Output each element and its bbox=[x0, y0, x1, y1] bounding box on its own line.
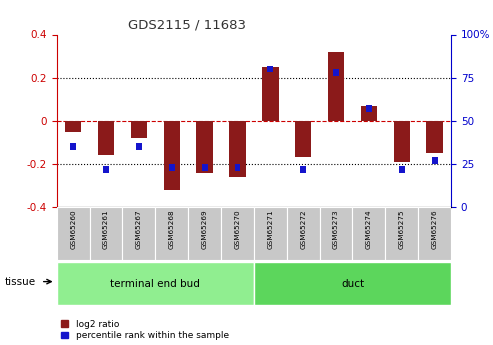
Bar bbox=[262, 67, 279, 121]
FancyBboxPatch shape bbox=[188, 207, 221, 260]
Bar bbox=[65, 121, 81, 131]
Bar bbox=[426, 121, 443, 153]
Bar bbox=[361, 106, 377, 121]
FancyBboxPatch shape bbox=[155, 207, 188, 260]
Bar bbox=[103, 166, 109, 172]
FancyBboxPatch shape bbox=[57, 262, 254, 305]
FancyBboxPatch shape bbox=[386, 207, 418, 260]
Bar bbox=[196, 121, 213, 172]
Text: GSM65268: GSM65268 bbox=[169, 210, 175, 249]
Text: GSM65261: GSM65261 bbox=[103, 210, 109, 249]
Text: duct: duct bbox=[341, 279, 364, 289]
Bar bbox=[333, 69, 339, 76]
Text: GSM65275: GSM65275 bbox=[399, 210, 405, 249]
Bar bbox=[235, 164, 241, 171]
Text: GSM65271: GSM65271 bbox=[267, 210, 273, 249]
Bar bbox=[98, 121, 114, 155]
Text: GDS2115 / 11683: GDS2115 / 11683 bbox=[128, 19, 246, 32]
Text: GSM65260: GSM65260 bbox=[70, 210, 76, 249]
Bar bbox=[164, 121, 180, 190]
Bar bbox=[70, 143, 76, 150]
Text: GSM65270: GSM65270 bbox=[235, 210, 241, 249]
Bar bbox=[300, 166, 306, 172]
Bar bbox=[229, 121, 246, 177]
Text: terminal end bud: terminal end bud bbox=[110, 279, 200, 289]
FancyBboxPatch shape bbox=[254, 262, 451, 305]
Text: GSM65274: GSM65274 bbox=[366, 210, 372, 249]
FancyBboxPatch shape bbox=[287, 207, 319, 260]
Bar bbox=[169, 164, 175, 171]
Text: GSM65276: GSM65276 bbox=[432, 210, 438, 249]
Text: tissue: tissue bbox=[4, 277, 35, 287]
FancyBboxPatch shape bbox=[418, 207, 451, 260]
FancyBboxPatch shape bbox=[254, 207, 287, 260]
Text: GSM65267: GSM65267 bbox=[136, 210, 142, 249]
Bar bbox=[202, 164, 208, 171]
Legend: log2 ratio, percentile rank within the sample: log2 ratio, percentile rank within the s… bbox=[61, 320, 229, 341]
Bar bbox=[393, 121, 410, 162]
Bar bbox=[267, 66, 273, 72]
Bar bbox=[131, 121, 147, 138]
Text: GSM65269: GSM65269 bbox=[202, 210, 208, 249]
FancyBboxPatch shape bbox=[221, 207, 254, 260]
Bar bbox=[136, 143, 142, 150]
Bar bbox=[432, 157, 438, 164]
Text: GSM65272: GSM65272 bbox=[300, 210, 306, 249]
FancyBboxPatch shape bbox=[90, 207, 122, 260]
Bar bbox=[328, 52, 344, 121]
Bar bbox=[366, 105, 372, 112]
FancyBboxPatch shape bbox=[319, 207, 352, 260]
FancyBboxPatch shape bbox=[352, 207, 386, 260]
Text: GSM65273: GSM65273 bbox=[333, 210, 339, 249]
Bar bbox=[295, 121, 312, 157]
Bar bbox=[399, 166, 405, 172]
FancyBboxPatch shape bbox=[57, 207, 90, 260]
FancyBboxPatch shape bbox=[122, 207, 155, 260]
